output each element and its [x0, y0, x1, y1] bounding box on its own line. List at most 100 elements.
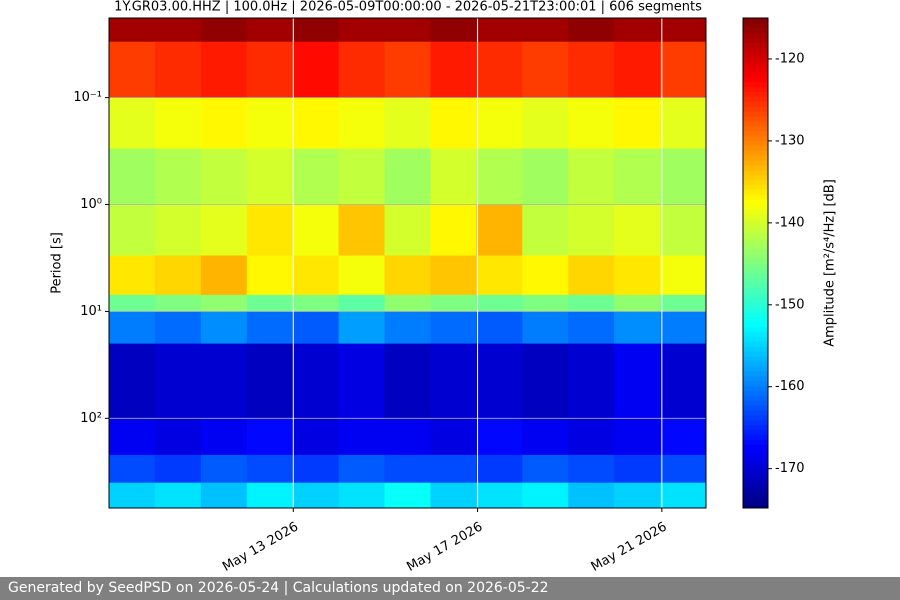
heatmap-cell: [430, 204, 477, 257]
heatmap-cell: [614, 418, 661, 456]
heatmap-cell: [200, 343, 248, 419]
colorbar-segment: [743, 169, 768, 176]
heatmap-cell: [292, 418, 340, 456]
colorbar-segment: [743, 174, 768, 181]
heatmap-cell: [568, 343, 615, 419]
heatmap-cell: [522, 418, 569, 456]
heatmap-cell: [109, 482, 156, 509]
colorbar-segment: [743, 405, 768, 411]
heatmap-cell: [292, 343, 340, 419]
heatmap-cell: [476, 418, 523, 456]
colorbar-segment: [743, 218, 768, 225]
heatmap-cell: [292, 18, 340, 43]
heatmap-cell: [200, 148, 248, 206]
colorbar-segment: [743, 356, 768, 362]
heatmap-cell: [384, 343, 431, 419]
colorbar-segment: [743, 209, 768, 215]
heatmap-cell: [384, 148, 431, 206]
heatmap-cell: [384, 18, 431, 43]
colorbar-segment: [743, 81, 768, 88]
y-tick-label: 10⁰: [80, 197, 102, 212]
heatmap-cell: [154, 41, 202, 99]
heatmap-cell: [246, 148, 294, 206]
colorbar-segment: [743, 429, 768, 435]
colorbar-segment: [743, 106, 768, 112]
heatmap-cell: [338, 343, 386, 419]
heatmap-cell: [522, 97, 569, 150]
heatmap-cell: [246, 41, 294, 99]
y-axis-label: Period [s]: [50, 232, 65, 294]
colorbar-segment: [743, 57, 768, 63]
heatmap-cell: [200, 41, 248, 99]
heatmap-cell: [430, 418, 477, 456]
heatmap-cell: [660, 294, 707, 312]
colorbar-segment: [743, 434, 768, 440]
colorbar-label: Amplitude [m²/s⁴/Hz] [dB]: [823, 179, 838, 347]
heatmap-cell: [338, 18, 386, 43]
colorbar-segment: [743, 18, 768, 24]
footer: Generated by SeedPSD on 2026-05-24 | Cal…: [0, 577, 900, 600]
heatmap-cell: [338, 418, 386, 456]
x-tick-label: May 13 2026: [220, 520, 301, 575]
heatmap-cell: [154, 343, 202, 419]
heatmap-cell: [660, 18, 707, 43]
colorbar-segment: [743, 341, 768, 347]
heatmap-cell: [246, 454, 294, 484]
colorbar-segment: [743, 228, 768, 235]
colorbar-tick-label: -170: [775, 461, 805, 476]
heatmap-cell: [614, 41, 661, 99]
colorbar-segment: [743, 439, 768, 445]
colorbar-segment: [743, 380, 768, 386]
heatmap-cell: [109, 18, 156, 43]
heatmap-cell: [109, 97, 156, 150]
heatmap-cell: [476, 204, 523, 257]
heatmap-cell: [660, 418, 707, 456]
heatmap-cell: [109, 418, 156, 456]
colorbar-segment: [743, 199, 768, 205]
heatmap-cell: [430, 255, 477, 296]
colorbar-segment: [743, 238, 768, 244]
colorbar-segment: [743, 307, 768, 313]
heatmap-cell: [568, 482, 615, 509]
heatmap-cell: [154, 255, 202, 296]
colorbar-segment: [743, 419, 768, 426]
colorbar-segment: [743, 32, 768, 39]
colorbar-segment: [743, 361, 768, 367]
heatmap-cell: [246, 18, 294, 43]
heatmap-cell: [154, 18, 202, 43]
colorbar-segment: [743, 184, 768, 190]
heatmap-cell: [522, 311, 569, 345]
colorbar-segment: [743, 400, 768, 406]
heatmap-cell: [200, 294, 248, 312]
colorbar-segment: [743, 179, 768, 186]
colorbar-segment: [743, 86, 768, 92]
x-tick-label: May 21 2026: [589, 520, 670, 575]
heatmap-cell: [200, 418, 248, 456]
heatmap-cell: [476, 148, 523, 206]
colorbar-segment: [743, 463, 768, 470]
colorbar-segment: [743, 277, 768, 284]
heatmap-cell: [430, 482, 477, 509]
heatmap-cell: [154, 97, 202, 150]
colorbar-segment: [743, 395, 768, 401]
heatmap-cell: [430, 454, 477, 484]
heatmap-cell: [338, 97, 386, 150]
heatmap-cell: [246, 482, 294, 509]
colorbar-segment: [743, 155, 768, 161]
heatmap-cell: [568, 294, 615, 312]
colorbar-segment: [743, 326, 768, 333]
heatmap-cell: [430, 18, 477, 43]
heatmap-cell: [200, 255, 248, 296]
heatmap-cell: [522, 148, 569, 206]
colorbar-segment: [743, 375, 768, 382]
heatmap-cell: [200, 482, 248, 509]
colorbar-segment: [743, 365, 768, 372]
colorbar-segment: [743, 316, 768, 323]
colorbar-segment: [743, 253, 768, 259]
colorbar-segment: [743, 135, 768, 141]
colorbar-segment: [743, 351, 768, 357]
heatmap-cell: [200, 311, 248, 345]
heatmap-cell: [476, 41, 523, 99]
heatmap-cell: [660, 97, 707, 150]
heatmap-cell: [476, 343, 523, 419]
